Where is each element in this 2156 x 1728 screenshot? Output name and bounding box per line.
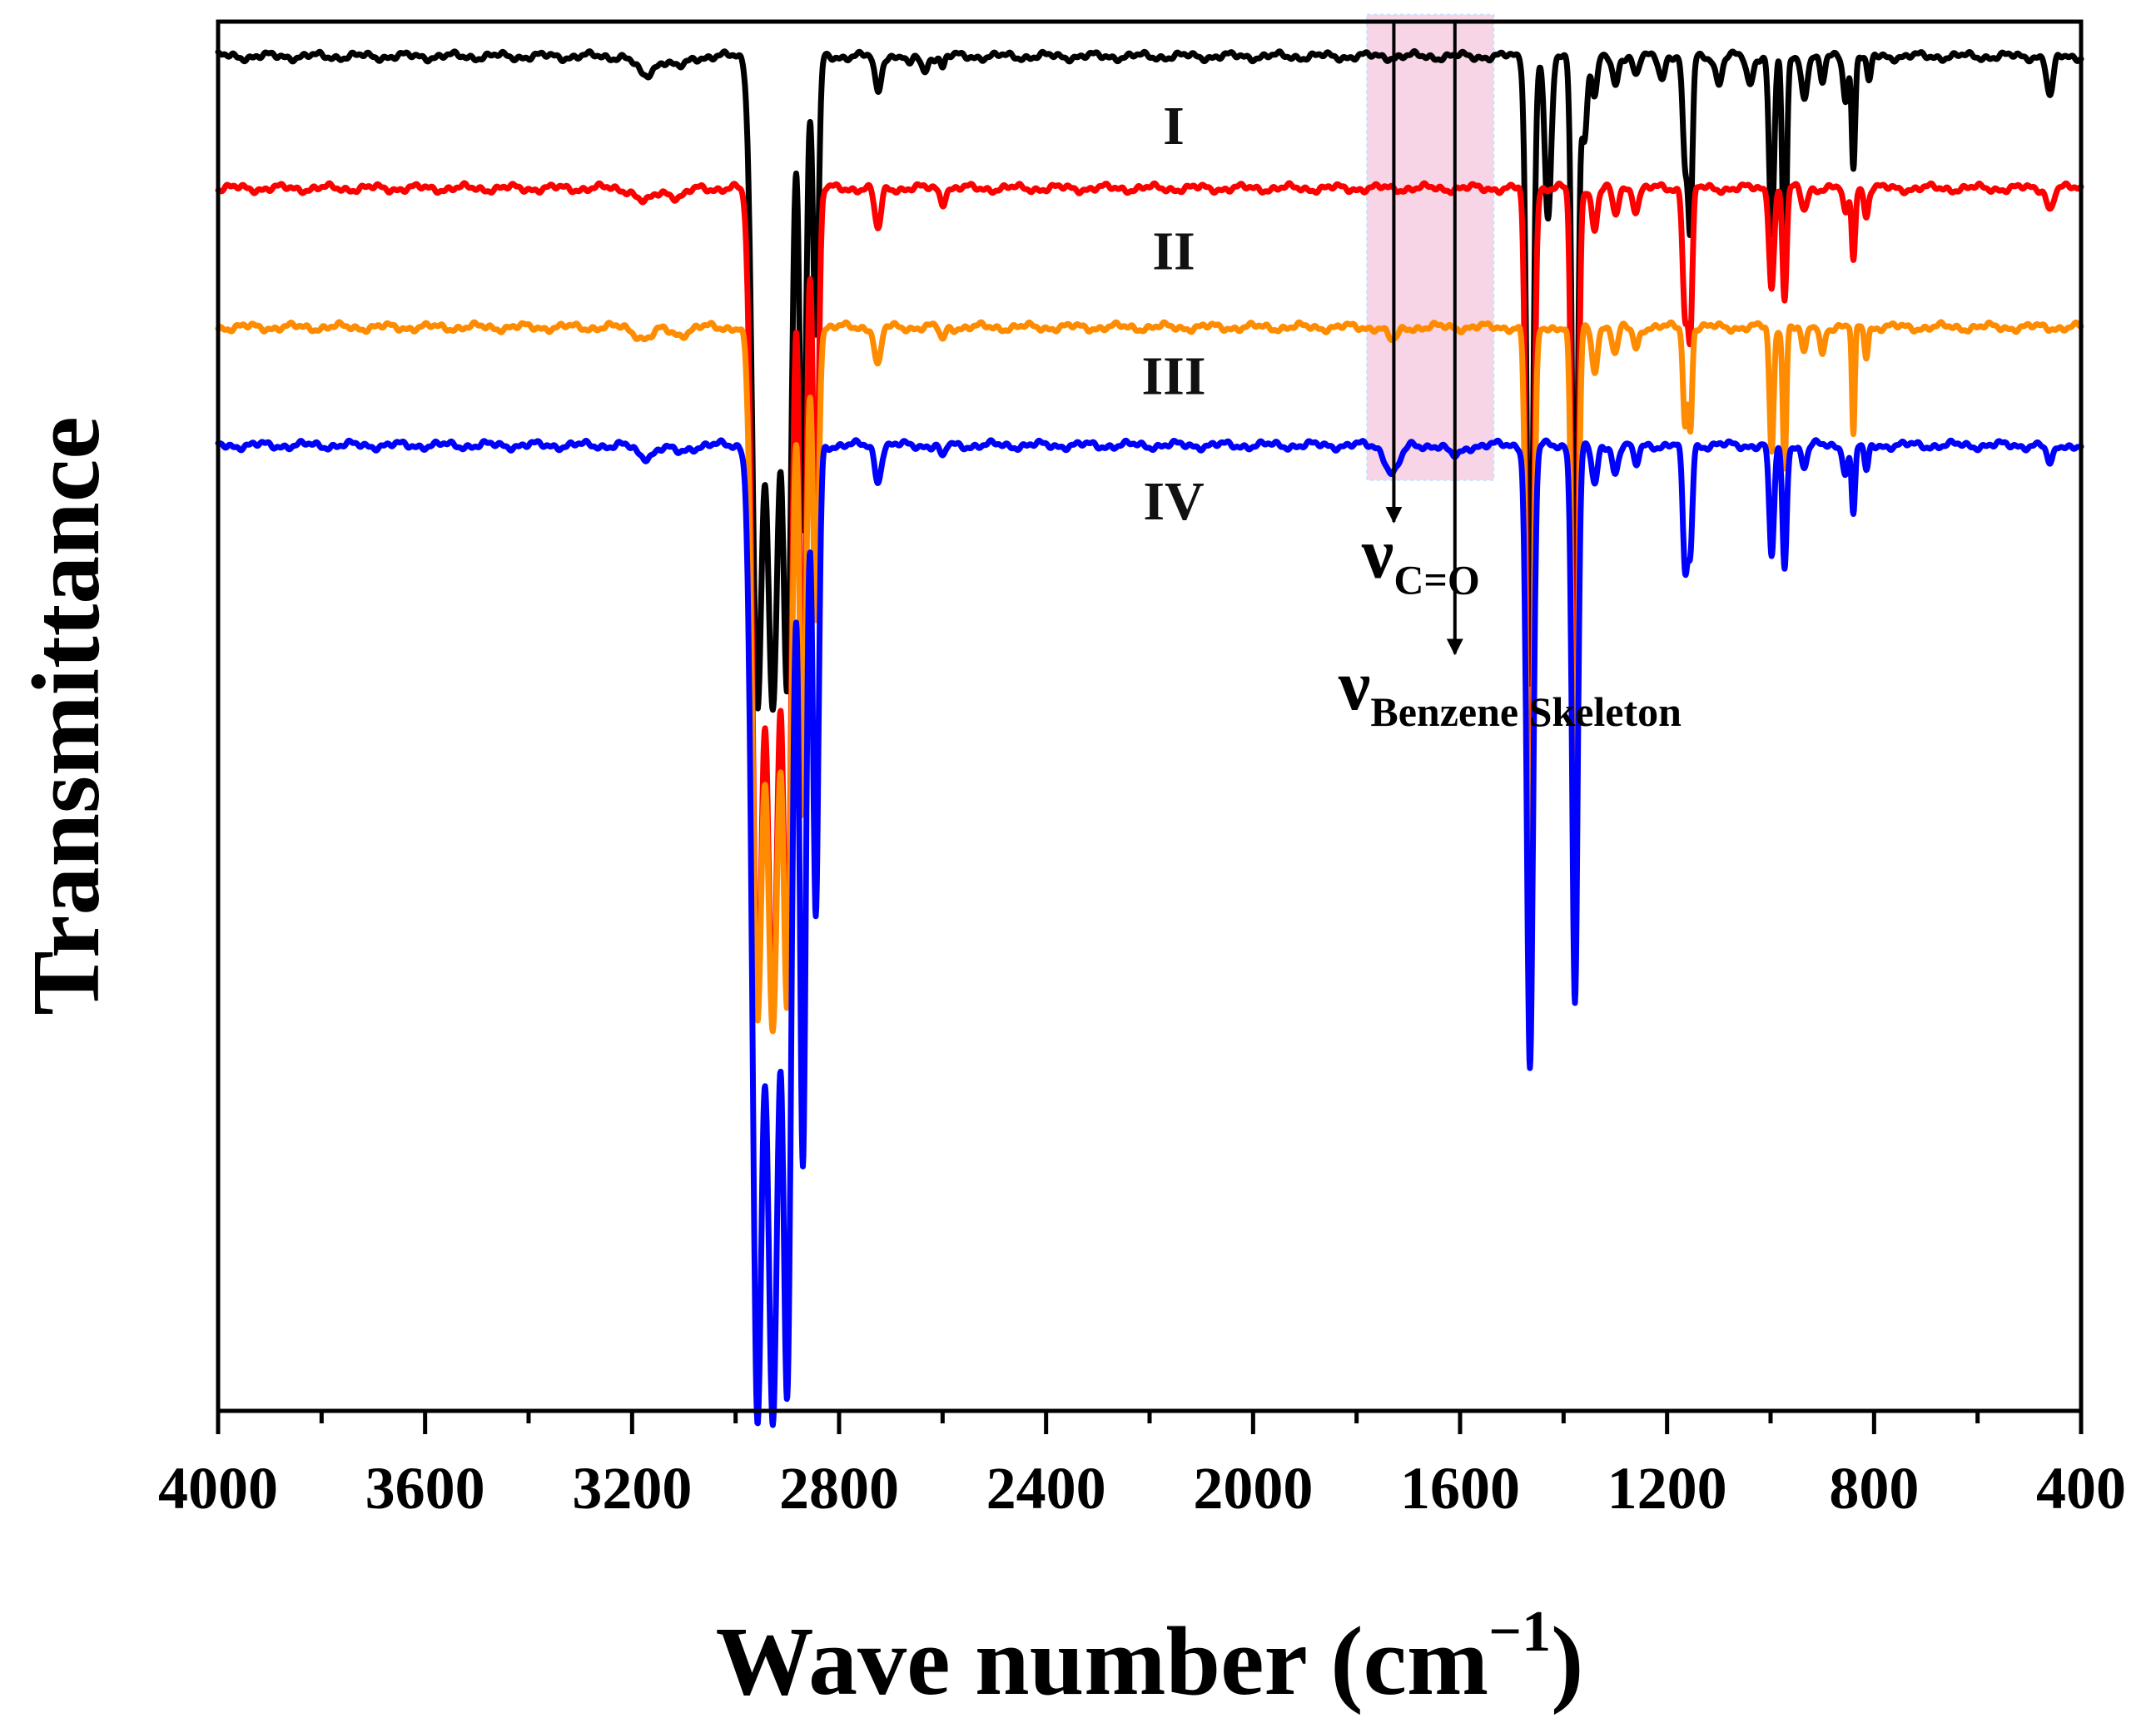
- x-axis-title: Wave number (cm−1): [716, 1600, 1584, 1716]
- x-tick-label: 4000: [158, 1455, 278, 1522]
- series-label-III: III: [1141, 346, 1205, 407]
- x-tick-label: 400: [2036, 1455, 2126, 1522]
- series-label-I: I: [1163, 96, 1185, 156]
- x-tick-label: 2000: [1193, 1455, 1313, 1522]
- x-tick-label: 1600: [1400, 1455, 1520, 1522]
- series-line-II: [215, 180, 2084, 1019]
- series-label-IV: IV: [1143, 471, 1204, 532]
- annotation-benzene: νBenzene Skeleton: [1338, 645, 1682, 735]
- annotation-subscript: Benzene Skeleton: [1370, 688, 1682, 735]
- annotation-symbol: ν: [1361, 514, 1393, 593]
- annotation-subscript: C=O: [1393, 557, 1480, 603]
- spectra-layer: [215, 47, 2084, 1428]
- x-axis-title-close: ): [1551, 1606, 1583, 1716]
- x-tick-label: 3600: [365, 1455, 485, 1522]
- annotation-symbol: ν: [1338, 645, 1370, 725]
- x-tick-label: 800: [1829, 1455, 1919, 1522]
- highlight-band-layer: [1366, 13, 1495, 481]
- x-ticks-layer: 4000 3600 3200 2800 2400 2000 1600 1200 800 400: [158, 1411, 2126, 1522]
- x-tick-label: 2400: [986, 1455, 1106, 1522]
- y-axis-title: Transmittance: [13, 416, 120, 1015]
- x-tick-label: 2800: [779, 1455, 899, 1522]
- series-label-II: II: [1152, 221, 1195, 281]
- highlight-band: [1366, 13, 1495, 481]
- annotation-c-o: νC=O: [1361, 514, 1480, 603]
- series-line-III: [215, 319, 2084, 1035]
- x-tick-label: 3200: [572, 1455, 692, 1522]
- x-axis-title-superscript: −1: [1488, 1600, 1551, 1664]
- series-line-IV: [215, 437, 2084, 1428]
- x-axis-title-main: Wave number (cm: [716, 1606, 1489, 1716]
- x-tick-label: 1200: [1607, 1455, 1727, 1522]
